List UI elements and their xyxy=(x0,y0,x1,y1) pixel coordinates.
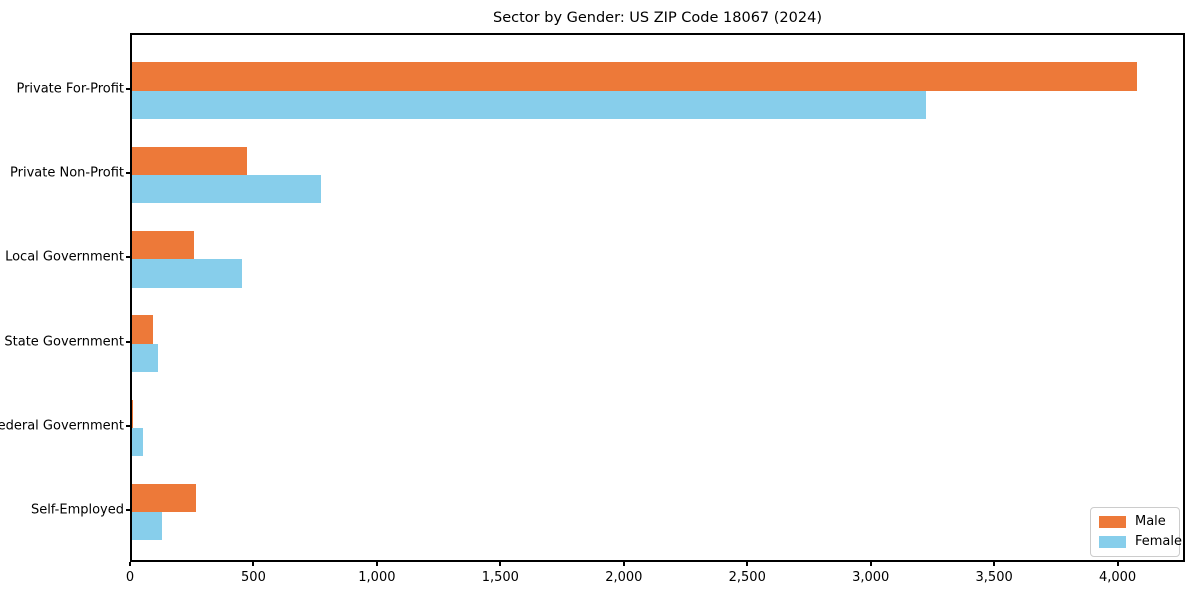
y-axis-label: Private For-Profit xyxy=(16,81,124,97)
bar-female-5 xyxy=(132,512,162,541)
bar-male-5 xyxy=(132,483,197,513)
bar-male-1 xyxy=(132,146,247,175)
bar-male-2 xyxy=(132,231,194,260)
y-axis-label: Self-Employed xyxy=(30,502,124,518)
x-axis-tick-label: 3,500 xyxy=(975,570,1013,585)
bar-female-4 xyxy=(132,427,144,457)
x-axis-tick xyxy=(375,562,378,566)
x-axis-tick-label: 500 xyxy=(241,570,266,585)
y-axis-label: Local Government xyxy=(5,249,124,265)
bar-female-3 xyxy=(132,343,158,372)
y-axis-tick xyxy=(126,87,130,90)
x-axis-tick-label: 2,500 xyxy=(728,570,766,585)
legend-label-female: Female xyxy=(1135,534,1183,549)
y-axis-tick xyxy=(126,256,130,259)
legend-swatch-female xyxy=(1099,535,1126,548)
bar-male-3 xyxy=(132,315,153,344)
x-axis-tick-label: 3,000 xyxy=(852,570,890,585)
x-axis-tick-label: 4,000 xyxy=(1098,570,1137,585)
y-axis-tick xyxy=(126,340,130,343)
legend: Male Female xyxy=(1090,507,1182,557)
x-axis-tick xyxy=(252,562,255,566)
x-axis-tick xyxy=(622,562,625,566)
bar-male-0 xyxy=(132,62,1137,91)
legend-swatch-male xyxy=(1099,515,1126,528)
legend-label-male: Male xyxy=(1135,514,1166,529)
x-axis-tick xyxy=(993,562,996,566)
x-axis-tick-label: 2,000 xyxy=(605,570,643,585)
legend-item-male: Male xyxy=(1099,514,1171,529)
y-axis-tick xyxy=(126,424,130,427)
bar-female-0 xyxy=(132,90,926,119)
x-axis-tick-label: 1,000 xyxy=(358,570,396,585)
chart-title: Sector by Gender: US ZIP Code 18067 (202… xyxy=(493,10,822,26)
x-axis-tick-label: 0 xyxy=(125,570,135,585)
x-axis-tick xyxy=(1116,562,1119,566)
x-axis-tick xyxy=(499,562,502,566)
x-axis-tick xyxy=(746,562,749,566)
x-axis-tick xyxy=(129,562,131,566)
y-axis-label: State Government xyxy=(4,334,124,350)
y-axis-label: Private Non-Profit xyxy=(10,165,124,181)
plot-area xyxy=(130,33,1185,562)
bar-male-4 xyxy=(132,399,134,428)
legend-item-female: Female xyxy=(1099,534,1182,549)
y-axis-label: Federal Government xyxy=(0,418,124,434)
bar-female-1 xyxy=(132,175,321,204)
bar-female-2 xyxy=(132,259,242,288)
y-axis-tick xyxy=(126,509,130,512)
x-axis-tick xyxy=(869,562,872,566)
y-axis-tick xyxy=(126,172,130,174)
x-axis-tick-label: 1,500 xyxy=(481,570,519,585)
